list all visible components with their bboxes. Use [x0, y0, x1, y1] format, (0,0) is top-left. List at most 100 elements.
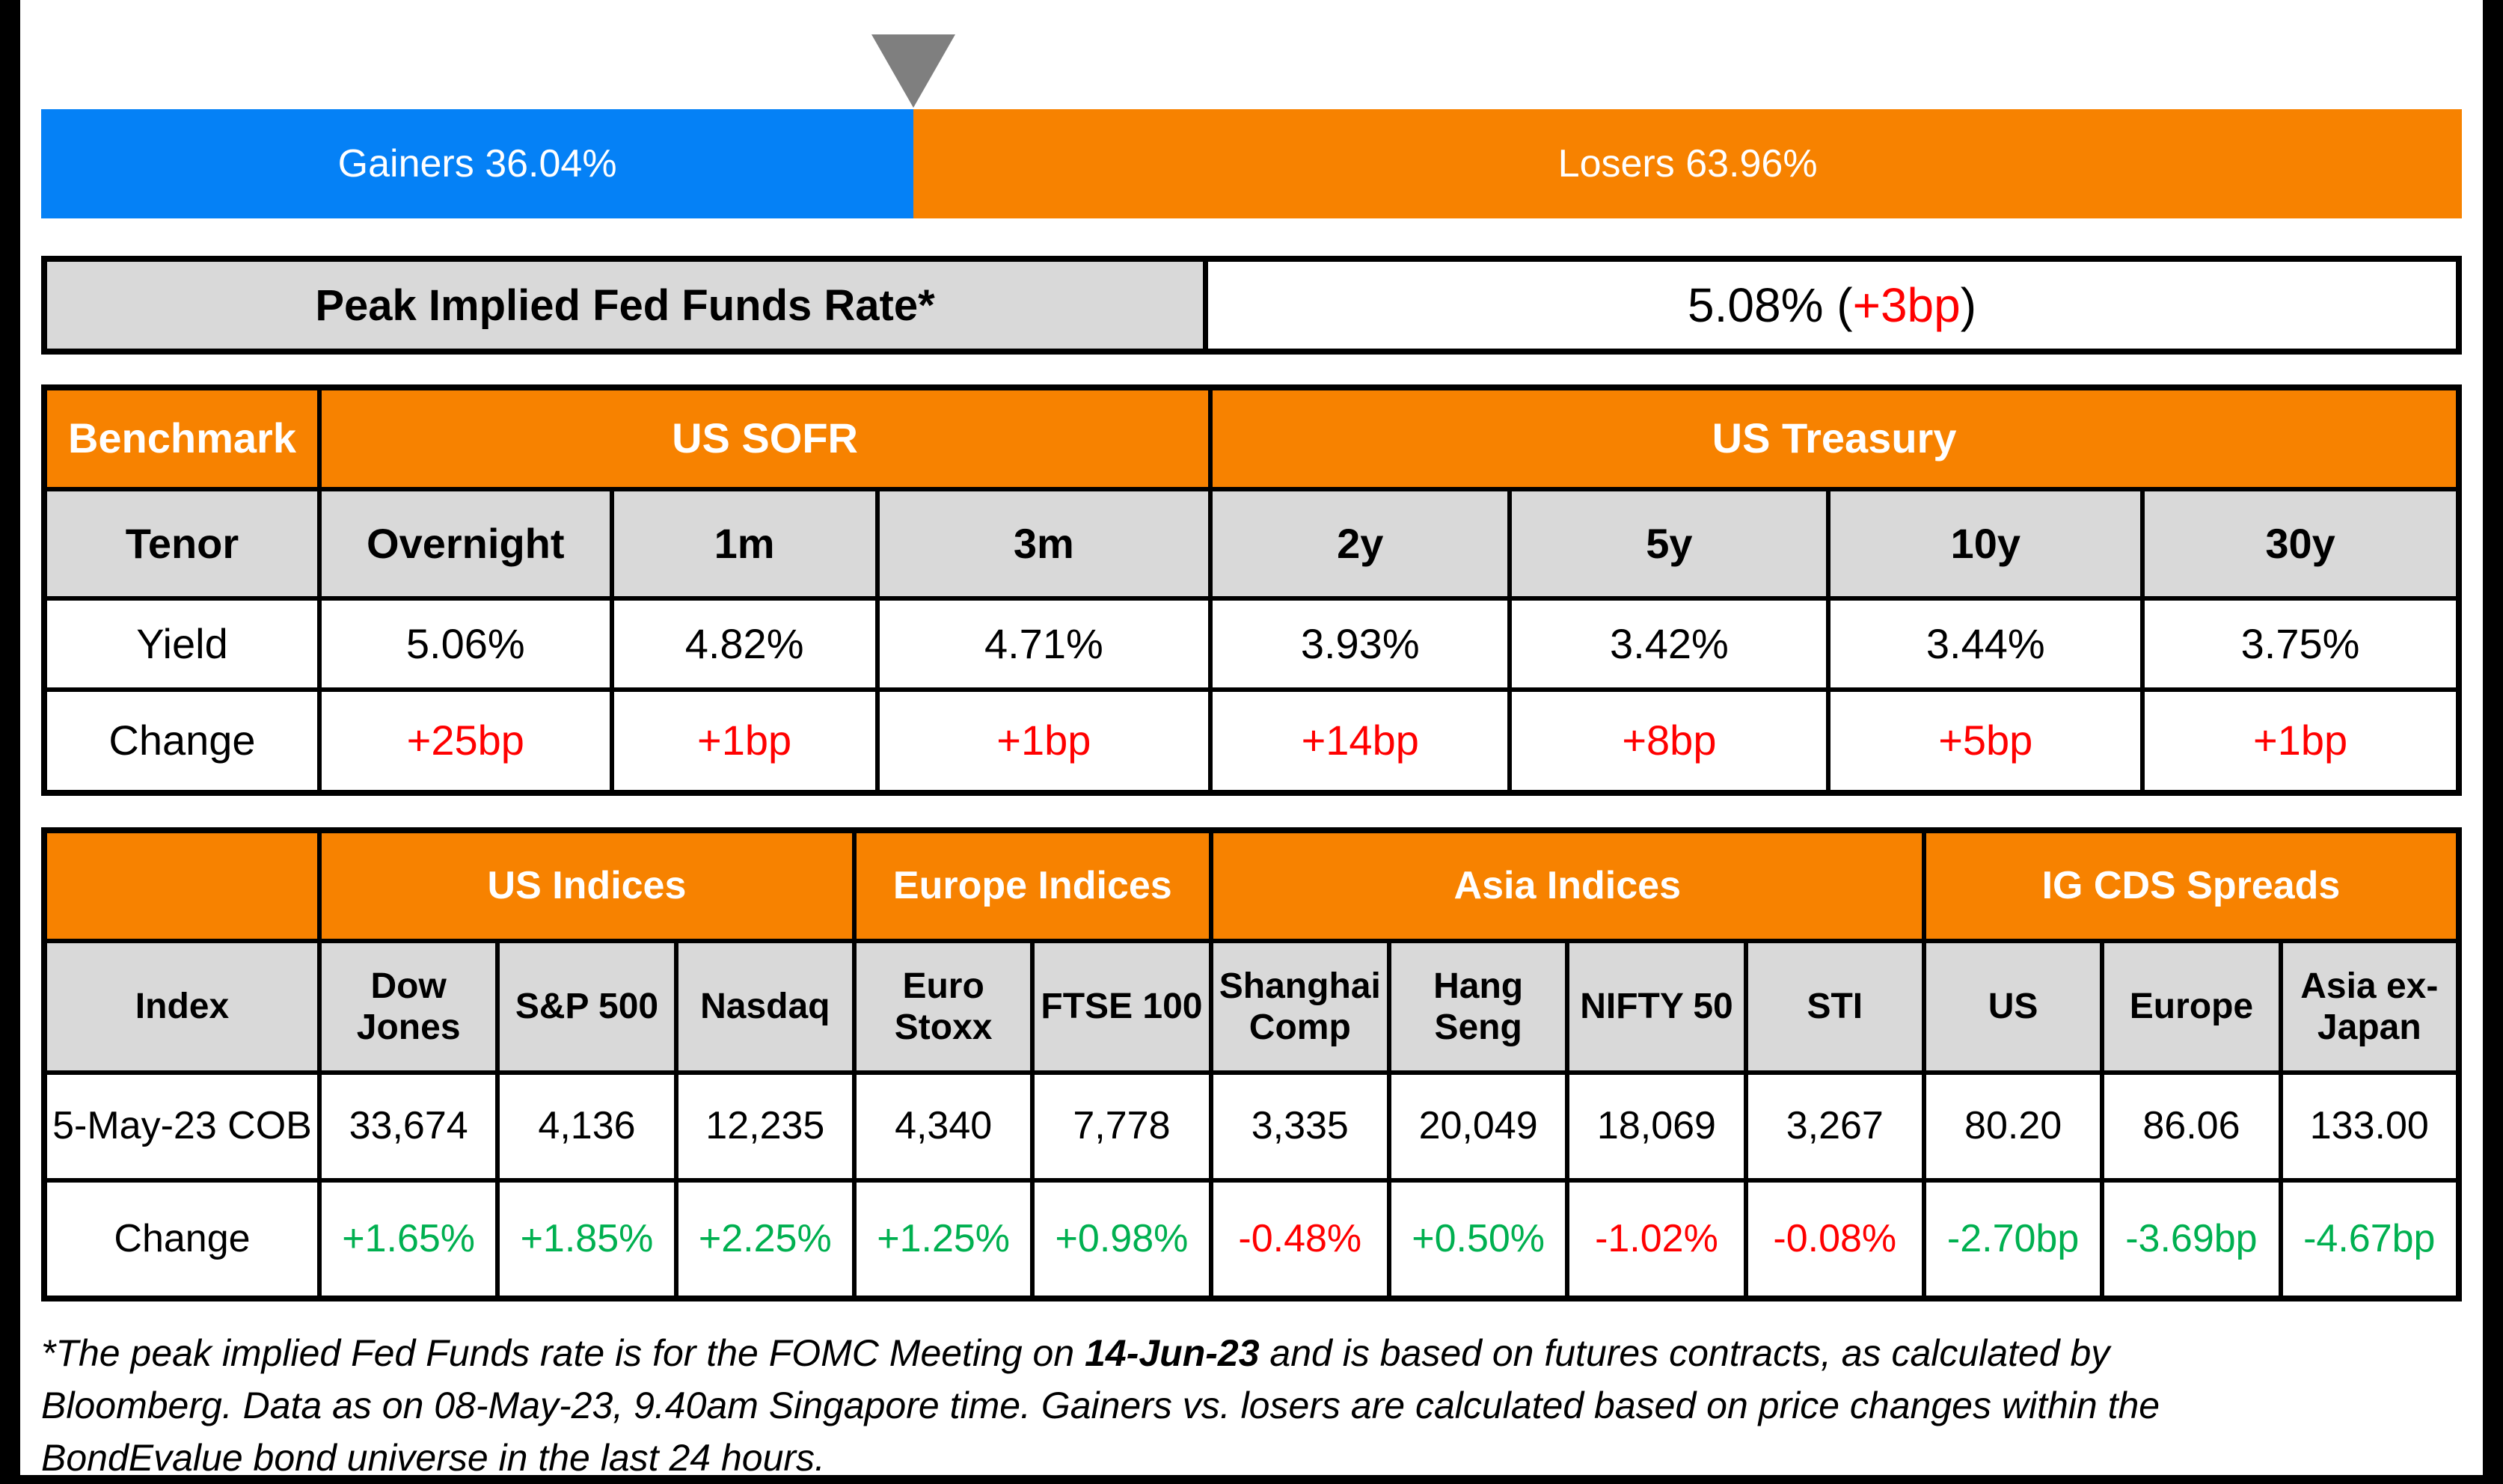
- change-overnight: +25bp: [316, 687, 614, 795]
- fed-funds-value: 5.08% (+3bp): [1208, 262, 2456, 349]
- tenor-2y: 2y: [1208, 487, 1513, 601]
- gainers-segment: Gainers 36.04%: [41, 109, 914, 218]
- fed-funds-label: Peak Implied Fed Funds Rate*: [47, 262, 1209, 349]
- yield-row-label: Yield: [42, 596, 322, 692]
- gainers-label: Gainers 36.04%: [337, 142, 617, 186]
- change-cds-asia-ex-japan: -4.67bp: [2278, 1178, 2462, 1301]
- benchmark-yield-row: Yield 5.06% 4.82% 4.71% 3.93% 3.42% 3.44…: [42, 596, 2461, 692]
- group-ig-cds-spreads: IG CDS Spreads: [1921, 828, 2462, 943]
- value-cds-us: 80.20: [1921, 1070, 2105, 1183]
- index-row-label: Index: [42, 939, 322, 1075]
- split-marker-triangle-icon: [871, 34, 956, 108]
- frame-bottom-border: [0, 1475, 2503, 1484]
- change-euro-stoxx: +1.25%: [851, 1178, 1035, 1301]
- col-euro-stoxx: Euro Stoxx: [851, 939, 1035, 1075]
- date-row-label: 5-May-23 COB: [42, 1070, 322, 1183]
- value-ftse-100: 7,778: [1030, 1070, 1213, 1183]
- group-asia-indices: Asia Indices: [1208, 828, 1926, 943]
- change-30y: +1bp: [2140, 687, 2461, 795]
- yield-5y: 3.42%: [1507, 596, 1831, 692]
- group-us-treasury: US Treasury: [1208, 385, 2461, 491]
- value-sti: 3,267: [1743, 1070, 1926, 1183]
- losers-segment: Losers 63.96%: [913, 109, 2462, 218]
- indices-corner-cell: [42, 828, 322, 943]
- change-shanghai-comp: -0.48%: [1208, 1178, 1391, 1301]
- indices-change-row-label: Change: [42, 1178, 322, 1301]
- footnote-line2: Bloomberg. Data as on 08-May-23, 9.40am …: [41, 1385, 2160, 1426]
- tenor-5y: 5y: [1507, 487, 1831, 601]
- yield-3m: 4.71%: [874, 596, 1213, 692]
- col-ftse-100: FTSE 100: [1030, 939, 1213, 1075]
- col-cds-europe: Europe: [2100, 939, 2283, 1075]
- change-10y: +5bp: [1826, 687, 2145, 795]
- tenor-overnight: Overnight: [316, 487, 614, 601]
- benchmark-change-row-label: Change: [42, 687, 322, 795]
- frame-left-border: [0, 0, 20, 1484]
- gainers-losers-bar: Gainers 36.04% Losers 63.96%: [41, 109, 2462, 218]
- yield-overnight: 5.06%: [316, 596, 614, 692]
- footnote-fomc-date: 14-Jun-23: [1085, 1332, 1260, 1374]
- indices-column-header-row: Index Dow Jones S&P 500 Nasdaq Euro Stox…: [42, 939, 2462, 1075]
- fed-funds-change: +3bp: [1852, 278, 1961, 332]
- change-2y: +14bp: [1208, 687, 1513, 795]
- indices-change-row: Change +1.65% +1.85% +2.25% +1.25% +0.98…: [42, 1178, 2462, 1301]
- group-us-indices: US Indices: [316, 828, 857, 943]
- footnote-line1-post: and is based on futures contracts, as ca…: [1259, 1332, 2110, 1374]
- tenor-1m: 1m: [609, 487, 880, 601]
- change-cds-europe: -3.69bp: [2100, 1178, 2283, 1301]
- frame-right-border: [2483, 0, 2503, 1484]
- tenor-10y: 10y: [1826, 487, 2145, 601]
- yield-30y: 3.75%: [2140, 596, 2461, 692]
- fed-funds-paren-close: ): [1960, 278, 1977, 332]
- value-shanghai-comp: 3,335: [1208, 1070, 1391, 1183]
- indices-table: US Indices Europe Indices Asia Indices I…: [41, 827, 2462, 1301]
- col-sp500: S&P 500: [495, 939, 678, 1075]
- col-dow-jones: Dow Jones: [316, 939, 500, 1075]
- change-ftse-100: +0.98%: [1030, 1178, 1213, 1301]
- group-europe-indices: Europe Indices: [851, 828, 1213, 943]
- group-us-sofr: US SOFR: [316, 385, 1213, 491]
- change-sti: -0.08%: [1743, 1178, 1926, 1301]
- value-euro-stoxx: 4,340: [851, 1070, 1035, 1183]
- yield-1m: 4.82%: [609, 596, 880, 692]
- losers-label: Losers 63.96%: [1557, 142, 1818, 186]
- benchmark-group-header-row: Benchmark US SOFR US Treasury: [42, 385, 2461, 491]
- footnote-line3: BondEvalue bond universe in the last 24 …: [41, 1437, 825, 1479]
- benchmark-table: Benchmark US SOFR US Treasury Tenor Over…: [41, 384, 2462, 796]
- pointer-area: [41, 34, 2462, 109]
- col-cds-asia-ex-japan: Asia ex-Japan: [2278, 939, 2462, 1075]
- yield-10y: 3.44%: [1826, 596, 2145, 692]
- benchmark-tenor-row: Tenor Overnight 1m 3m 2y 5y 10y 30y: [42, 487, 2461, 601]
- yield-2y: 3.93%: [1208, 596, 1513, 692]
- benchmark-corner-cell: Benchmark: [42, 385, 322, 491]
- value-cds-europe: 86.06: [2100, 1070, 2283, 1183]
- tenor-3m: 3m: [874, 487, 1213, 601]
- col-shanghai-comp: Shanghai Comp: [1208, 939, 1391, 1075]
- change-sp500: +1.85%: [495, 1178, 678, 1301]
- footnote: *The peak implied Fed Funds rate is for …: [41, 1327, 2462, 1484]
- tenor-row-label: Tenor: [42, 487, 322, 601]
- benchmark-change-row: Change +25bp +1bp +1bp +14bp +8bp +5bp +…: [42, 687, 2461, 795]
- col-nifty-50: NIFTY 50: [1565, 939, 1748, 1075]
- value-sp500: 4,136: [495, 1070, 678, 1183]
- col-hang-seng: Hang Seng: [1386, 939, 1570, 1075]
- fed-funds-paren-open: (: [1836, 278, 1853, 332]
- col-nasdaq: Nasdaq: [673, 939, 857, 1075]
- change-hang-seng: +0.50%: [1386, 1178, 1570, 1301]
- tenor-30y: 30y: [2140, 487, 2461, 601]
- market-snapshot: Gainers 36.04% Losers 63.96% Peak Implie…: [20, 0, 2483, 1484]
- value-cds-asia-ex-japan: 133.00: [2278, 1070, 2462, 1183]
- change-1m: +1bp: [609, 687, 880, 795]
- value-dow-jones: 33,674: [316, 1070, 500, 1183]
- col-cds-us: US: [1921, 939, 2105, 1075]
- value-nifty-50: 18,069: [1565, 1070, 1748, 1183]
- footnote-line1-pre: *The peak implied Fed Funds rate is for …: [41, 1332, 1085, 1374]
- change-cds-us: -2.70bp: [1921, 1178, 2105, 1301]
- col-sti: STI: [1743, 939, 1926, 1075]
- indices-value-row: 5-May-23 COB 33,674 4,136 12,235 4,340 7…: [42, 1070, 2462, 1183]
- change-5y: +8bp: [1507, 687, 1831, 795]
- change-nifty-50: -1.02%: [1565, 1178, 1748, 1301]
- change-3m: +1bp: [874, 687, 1213, 795]
- fed-funds-rate: 5.08%: [1688, 278, 1837, 332]
- indices-group-header-row: US Indices Europe Indices Asia Indices I…: [42, 828, 2462, 943]
